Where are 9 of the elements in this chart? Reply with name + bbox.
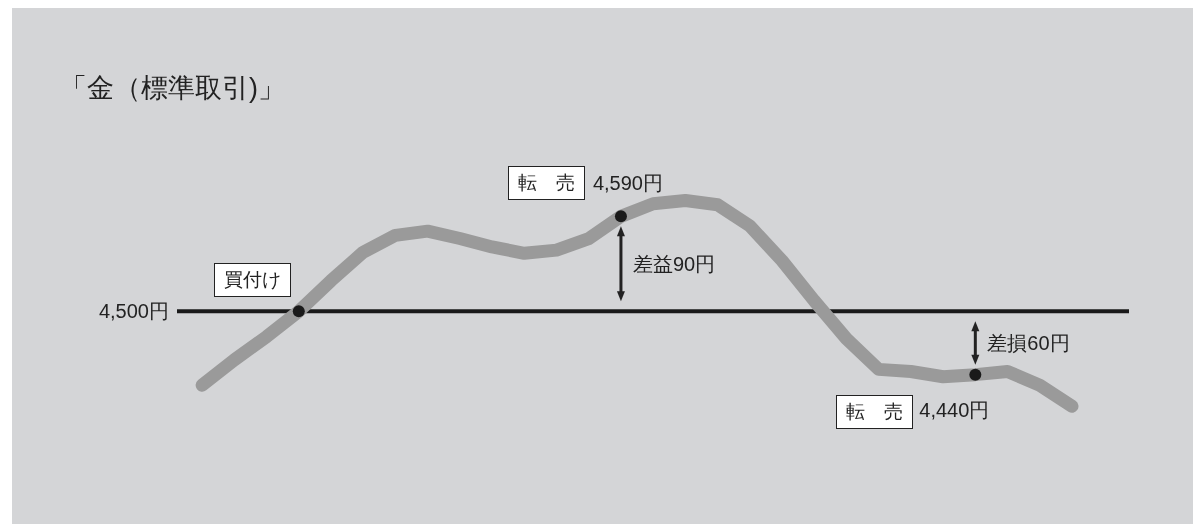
annotation: 買付け bbox=[213, 263, 291, 298]
annotation: 転 売 bbox=[836, 394, 914, 429]
ref-line-label: 4,500円 bbox=[98, 300, 169, 323]
chart-title: 「金（標準取引)」 bbox=[60, 72, 285, 105]
data-label: 4,590円 bbox=[592, 171, 663, 197]
annotation: 差益90円 bbox=[632, 251, 716, 277]
text: 転 売 bbox=[507, 166, 585, 201]
annotation: 差損60円 bbox=[987, 331, 1070, 356]
data-label: 4,440円 bbox=[919, 397, 990, 423]
